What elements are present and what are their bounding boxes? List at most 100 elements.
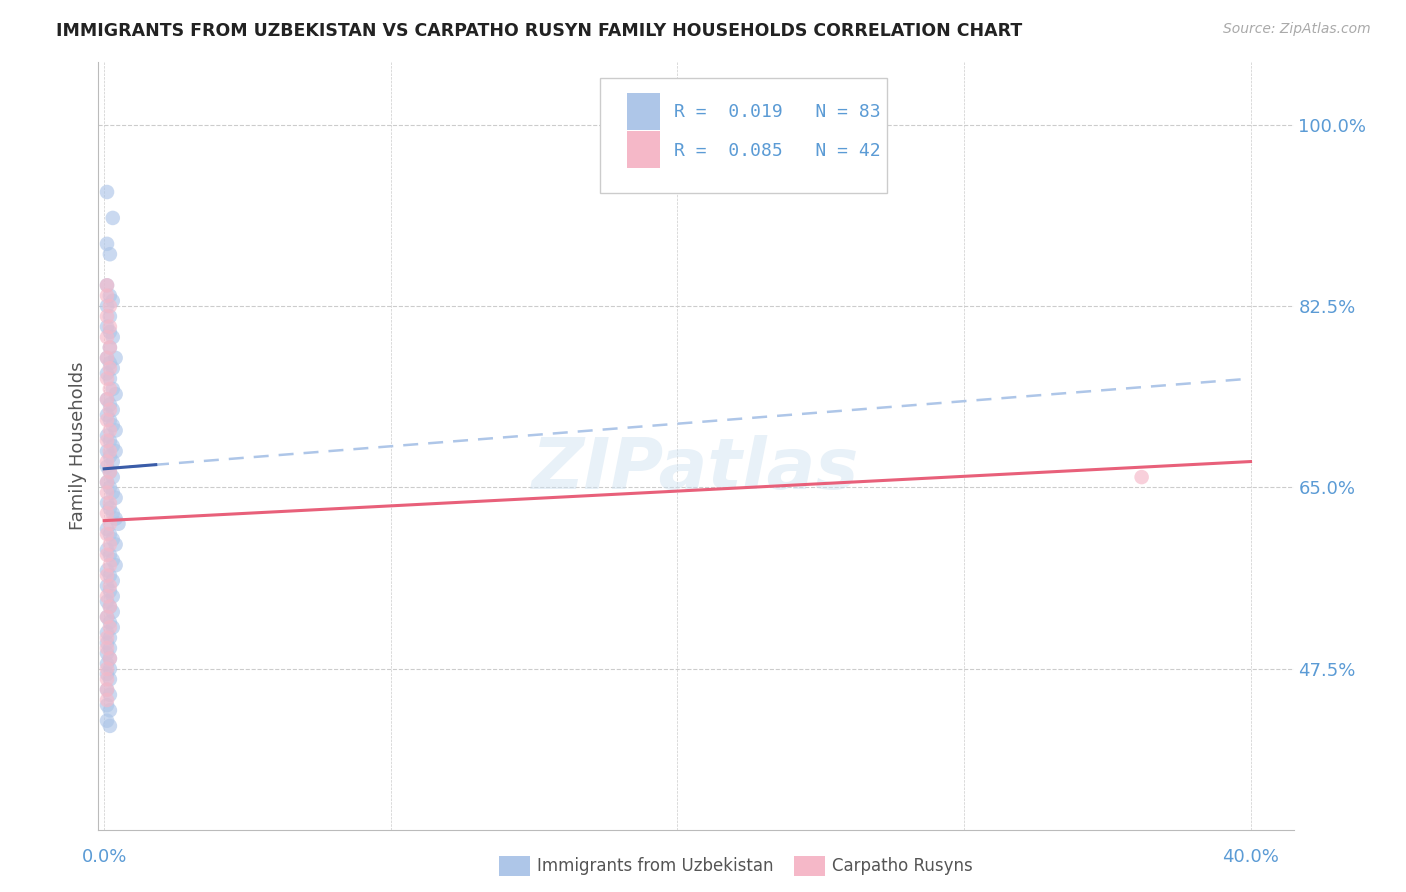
Point [96,682,118,697]
Point [98,688,121,702]
Point [96,625,118,640]
Text: Immigrants from Uzbekistan: Immigrants from Uzbekistan [537,857,773,875]
Point [98,361,121,376]
Point [98,450,121,464]
Point [107,516,129,531]
Point [98,310,121,324]
Point [96,475,118,490]
Point [96,672,118,686]
Point [96,459,118,474]
Point [96,351,118,365]
Point [98,548,121,562]
Point [98,341,121,355]
Point [96,568,118,582]
Point [98,288,121,302]
Point [104,387,127,401]
Point [96,444,118,458]
Point [96,631,118,645]
Point [96,507,118,521]
Point [96,288,118,302]
Point [98,356,121,370]
Point [96,371,118,385]
Point [98,599,121,614]
Point [98,465,121,479]
Point [98,496,121,510]
Point [98,584,121,599]
Point [98,599,121,614]
Point [98,662,121,676]
Point [98,382,121,396]
Point [96,310,118,324]
Point [98,527,121,541]
Point [98,631,121,645]
Point [96,693,118,707]
Point [98,319,121,334]
Point [98,641,121,656]
Point [96,330,118,344]
Point [101,382,124,396]
Point [98,402,121,417]
Point [101,402,124,417]
Point [98,341,121,355]
Point [96,413,118,427]
Point [98,247,121,261]
Point [96,392,118,407]
Point [96,454,118,468]
Point [96,392,118,407]
Point [98,424,121,438]
Point [98,434,121,448]
Point [96,299,118,313]
Point [98,672,121,686]
Point [101,533,124,547]
Point [98,537,121,551]
Point [96,278,118,293]
Point [96,185,118,199]
Point [101,454,124,468]
Point [96,367,118,381]
Point [98,325,121,339]
Point [96,434,118,448]
Point [96,485,118,500]
Point [104,444,127,458]
Point [96,610,118,624]
Text: Source: ZipAtlas.com: Source: ZipAtlas.com [1223,22,1371,37]
Point [96,548,118,562]
Point [96,657,118,671]
Point [96,662,118,676]
Point [96,522,118,536]
Point [98,516,121,531]
Point [104,511,127,525]
Point [96,351,118,365]
Point [98,413,121,427]
FancyBboxPatch shape [627,131,661,169]
Point [1130,470,1153,484]
Text: R =  0.019   N = 83: R = 0.019 N = 83 [675,103,882,121]
Point [96,698,118,713]
Point [98,465,121,479]
Point [98,615,121,630]
Point [98,651,121,665]
Point [101,418,124,433]
Text: IMMIGRANTS FROM UZBEKISTAN VS CARPATHO RUSYN FAMILY HOUSEHOLDS CORRELATION CHART: IMMIGRANTS FROM UZBEKISTAN VS CARPATHO R… [56,22,1022,40]
FancyBboxPatch shape [627,93,661,130]
Point [96,610,118,624]
Point [96,278,118,293]
Point [96,428,118,442]
Point [104,424,127,438]
Point [101,507,124,521]
Point [101,553,124,567]
Point [101,590,124,604]
Point [96,594,118,608]
Point [96,408,118,422]
Text: R =  0.085   N = 42: R = 0.085 N = 42 [675,142,882,160]
Point [101,330,124,344]
Point [96,563,118,577]
Point [101,620,124,634]
Point [101,439,124,453]
Y-axis label: Family Households: Family Households [69,362,87,530]
Point [98,703,121,717]
Point [96,636,118,650]
Point [98,501,121,516]
Point [101,605,124,619]
Point [96,641,118,656]
